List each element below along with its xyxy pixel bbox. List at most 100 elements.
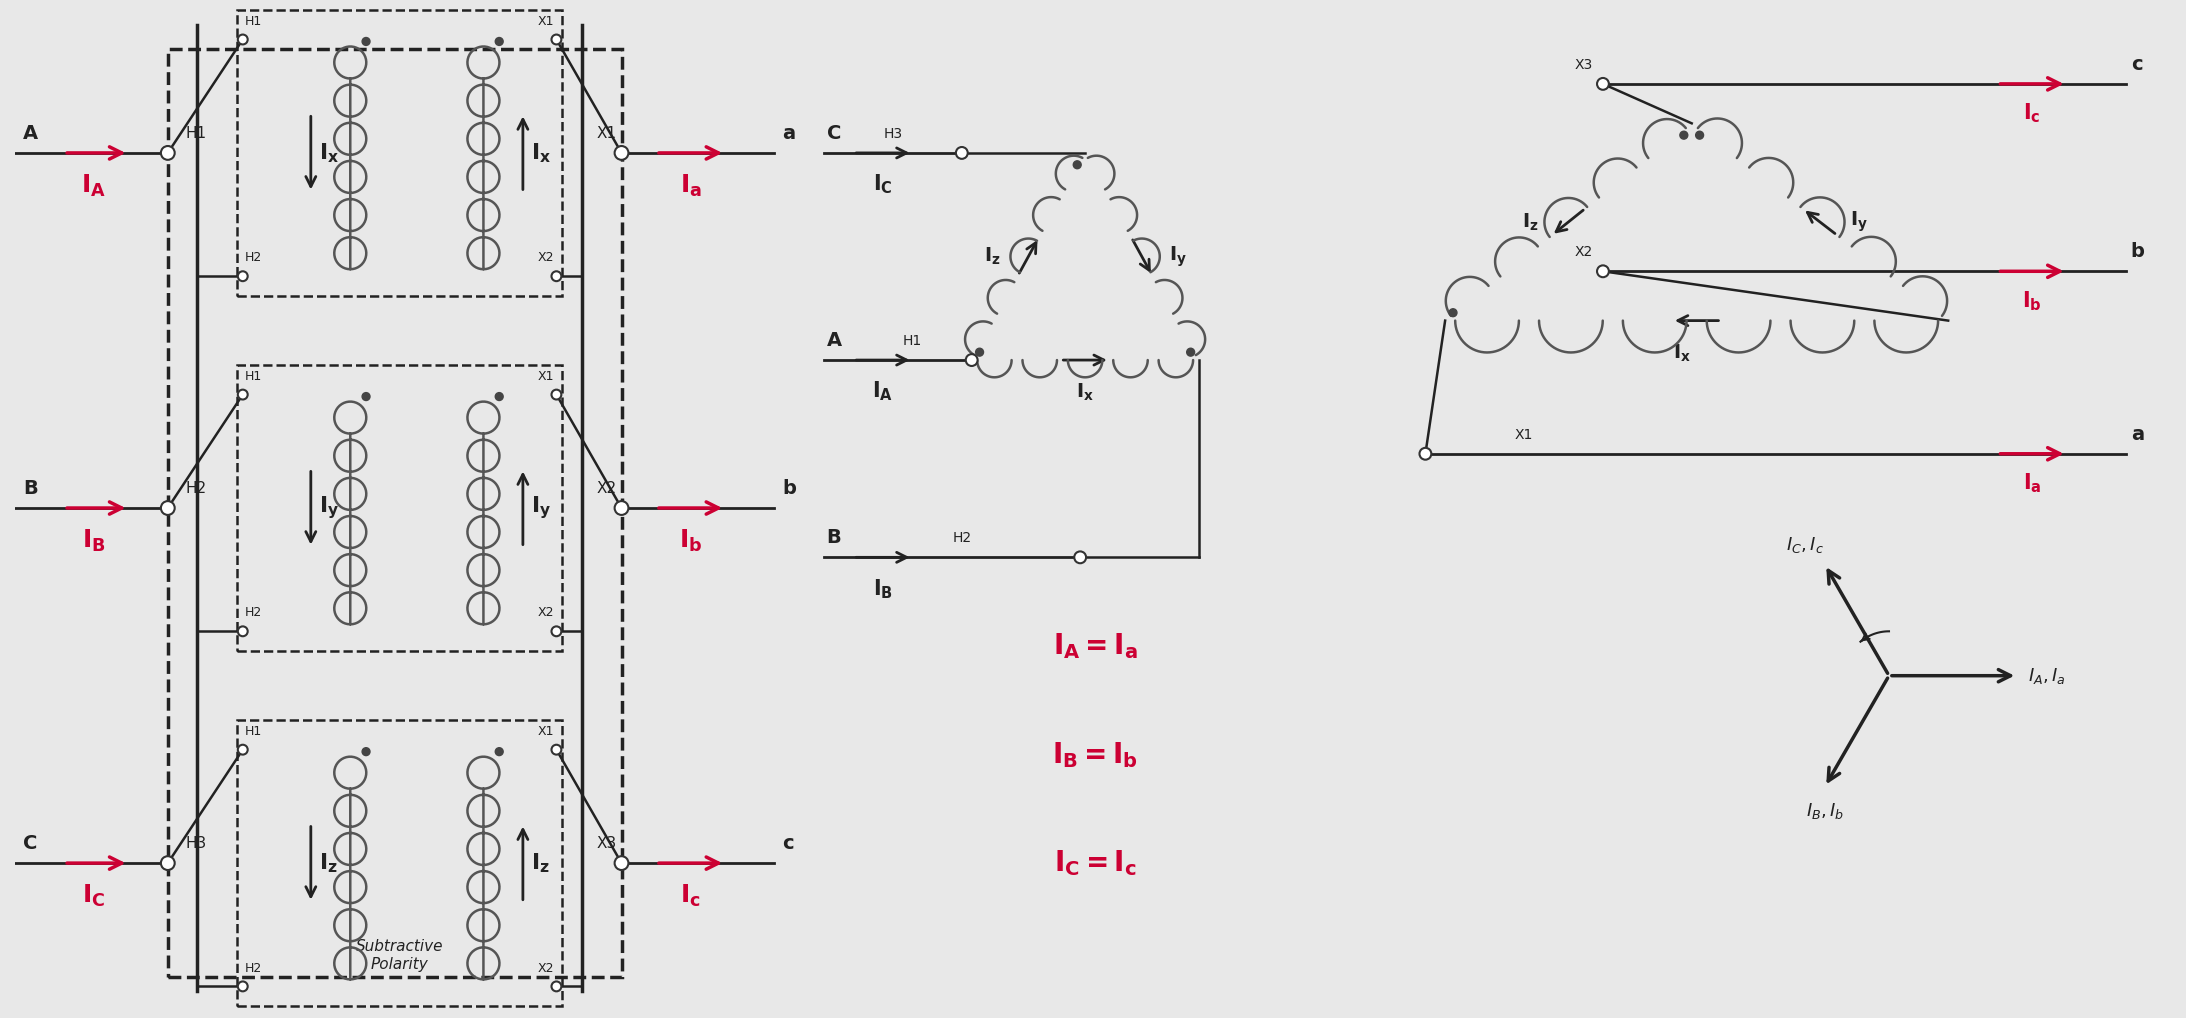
Text: $\mathbf{I_a}$: $\mathbf{I_a}$ — [2022, 471, 2042, 495]
Circle shape — [363, 393, 369, 400]
Circle shape — [1073, 552, 1086, 563]
Text: X1: X1 — [538, 725, 555, 738]
Circle shape — [238, 626, 247, 636]
Text: $\mathbf{I_x}$: $\mathbf{I_x}$ — [1672, 342, 1690, 363]
Text: b: b — [2131, 242, 2144, 262]
Text: $\mathbf{I_b}$: $\mathbf{I_b}$ — [2022, 289, 2042, 313]
Text: $\mathbf{I_A}$: $\mathbf{I_A}$ — [872, 380, 894, 403]
Circle shape — [975, 348, 984, 356]
Text: $\mathbf{I_B = I_b}$: $\mathbf{I_B = I_b}$ — [1051, 740, 1139, 770]
Text: A: A — [826, 331, 842, 350]
Text: B: B — [826, 528, 842, 548]
Text: X1: X1 — [597, 126, 616, 142]
Bar — [236, 720, 562, 1006]
Text: $\mathbf{I_{b}}$: $\mathbf{I_{b}}$ — [680, 527, 702, 554]
Text: H3: H3 — [186, 836, 208, 851]
Text: $\mathbf{I_y}$: $\mathbf{I_y}$ — [1849, 210, 1867, 234]
Circle shape — [496, 747, 503, 755]
Text: X1: X1 — [538, 370, 555, 383]
Text: B: B — [22, 479, 37, 498]
Text: c: c — [783, 834, 794, 853]
Circle shape — [1187, 348, 1194, 356]
Circle shape — [1679, 131, 1688, 139]
Circle shape — [162, 856, 175, 870]
Text: c: c — [2131, 55, 2142, 74]
Text: $\mathbf{I_c}$: $\mathbf{I_c}$ — [2024, 102, 2042, 125]
Text: $\mathbf{I_{z}}$: $\mathbf{I_{z}}$ — [531, 851, 549, 874]
Text: X2: X2 — [538, 962, 555, 974]
Bar — [236, 10, 562, 296]
Circle shape — [238, 745, 247, 754]
Circle shape — [614, 501, 627, 515]
Circle shape — [551, 271, 562, 281]
Circle shape — [1598, 266, 1609, 277]
Text: X1: X1 — [538, 14, 555, 27]
Text: C: C — [22, 834, 37, 853]
Text: H3: H3 — [883, 127, 903, 142]
Circle shape — [955, 147, 968, 159]
Text: X2: X2 — [538, 251, 555, 265]
Text: X2: X2 — [597, 482, 616, 496]
Text: $\mathbf{I_{y}}$: $\mathbf{I_{y}}$ — [531, 495, 551, 521]
Text: H1: H1 — [186, 126, 208, 142]
Text: $\mathbf{I_{y}}$: $\mathbf{I_{y}}$ — [319, 495, 339, 521]
Text: $\mathbf{I_{c}}$: $\mathbf{I_{c}}$ — [680, 883, 702, 909]
Text: a: a — [2131, 425, 2144, 444]
Text: $\mathbf{I_{x}}$: $\mathbf{I_{x}}$ — [319, 142, 339, 165]
Circle shape — [238, 271, 247, 281]
Text: $\mathbf{I_{a}}$: $\mathbf{I_{a}}$ — [680, 173, 702, 199]
Text: Subtractive
Polarity: Subtractive Polarity — [356, 940, 444, 971]
Text: H1: H1 — [245, 370, 262, 383]
Bar — [236, 365, 562, 652]
Circle shape — [363, 747, 369, 755]
Text: $\mathbf{I_{z}}$: $\mathbf{I_{z}}$ — [319, 851, 337, 874]
Text: $I_C, I_c$: $I_C, I_c$ — [1786, 534, 1823, 555]
Text: H1: H1 — [903, 334, 922, 348]
Circle shape — [966, 354, 977, 366]
Text: $\mathbf{I_z}$: $\mathbf{I_z}$ — [984, 245, 1001, 267]
Text: $I_B, I_b$: $I_B, I_b$ — [1806, 801, 1845, 822]
Text: $\mathbf{I_{C}}$: $\mathbf{I_{C}}$ — [83, 883, 105, 909]
Circle shape — [238, 390, 247, 399]
Text: $\mathbf{I_C = I_c}$: $\mathbf{I_C = I_c}$ — [1054, 848, 1137, 878]
Text: X1: X1 — [1515, 428, 1532, 442]
Circle shape — [1073, 161, 1082, 169]
Text: X3: X3 — [1574, 58, 1594, 72]
Text: $\mathbf{I_A = I_a}$: $\mathbf{I_A = I_a}$ — [1054, 631, 1137, 661]
Text: X3: X3 — [597, 836, 616, 851]
Text: $\mathbf{I_{B}}$: $\mathbf{I_{B}}$ — [83, 527, 105, 554]
Text: $\mathbf{I_{A}}$: $\mathbf{I_{A}}$ — [81, 173, 107, 199]
Text: H2: H2 — [245, 607, 262, 620]
Circle shape — [551, 745, 562, 754]
Circle shape — [363, 38, 369, 46]
Text: H1: H1 — [245, 725, 262, 738]
Text: $\mathbf{I_B}$: $\mathbf{I_B}$ — [872, 577, 892, 601]
Text: C: C — [826, 124, 842, 144]
Text: H1: H1 — [245, 14, 262, 27]
Circle shape — [1598, 78, 1609, 90]
Text: b: b — [783, 479, 796, 498]
Circle shape — [551, 626, 562, 636]
Circle shape — [1449, 308, 1456, 317]
Circle shape — [1419, 448, 1432, 460]
Text: X2: X2 — [1574, 245, 1594, 260]
Circle shape — [1696, 131, 1703, 139]
Circle shape — [551, 35, 562, 45]
Circle shape — [551, 981, 562, 992]
Text: X2: X2 — [538, 607, 555, 620]
Circle shape — [614, 856, 627, 870]
Circle shape — [162, 146, 175, 160]
Circle shape — [496, 393, 503, 400]
Circle shape — [496, 38, 503, 46]
Circle shape — [238, 35, 247, 45]
Bar — [168, 49, 621, 976]
Text: $\mathbf{I_C}$: $\mathbf{I_C}$ — [872, 173, 892, 196]
Text: a: a — [783, 124, 796, 144]
Text: H2: H2 — [186, 482, 208, 496]
Circle shape — [162, 501, 175, 515]
Circle shape — [238, 981, 247, 992]
Text: H2: H2 — [953, 531, 971, 546]
Circle shape — [551, 390, 562, 399]
Circle shape — [614, 146, 627, 160]
Text: $\mathbf{I_{x}}$: $\mathbf{I_{x}}$ — [531, 142, 551, 165]
